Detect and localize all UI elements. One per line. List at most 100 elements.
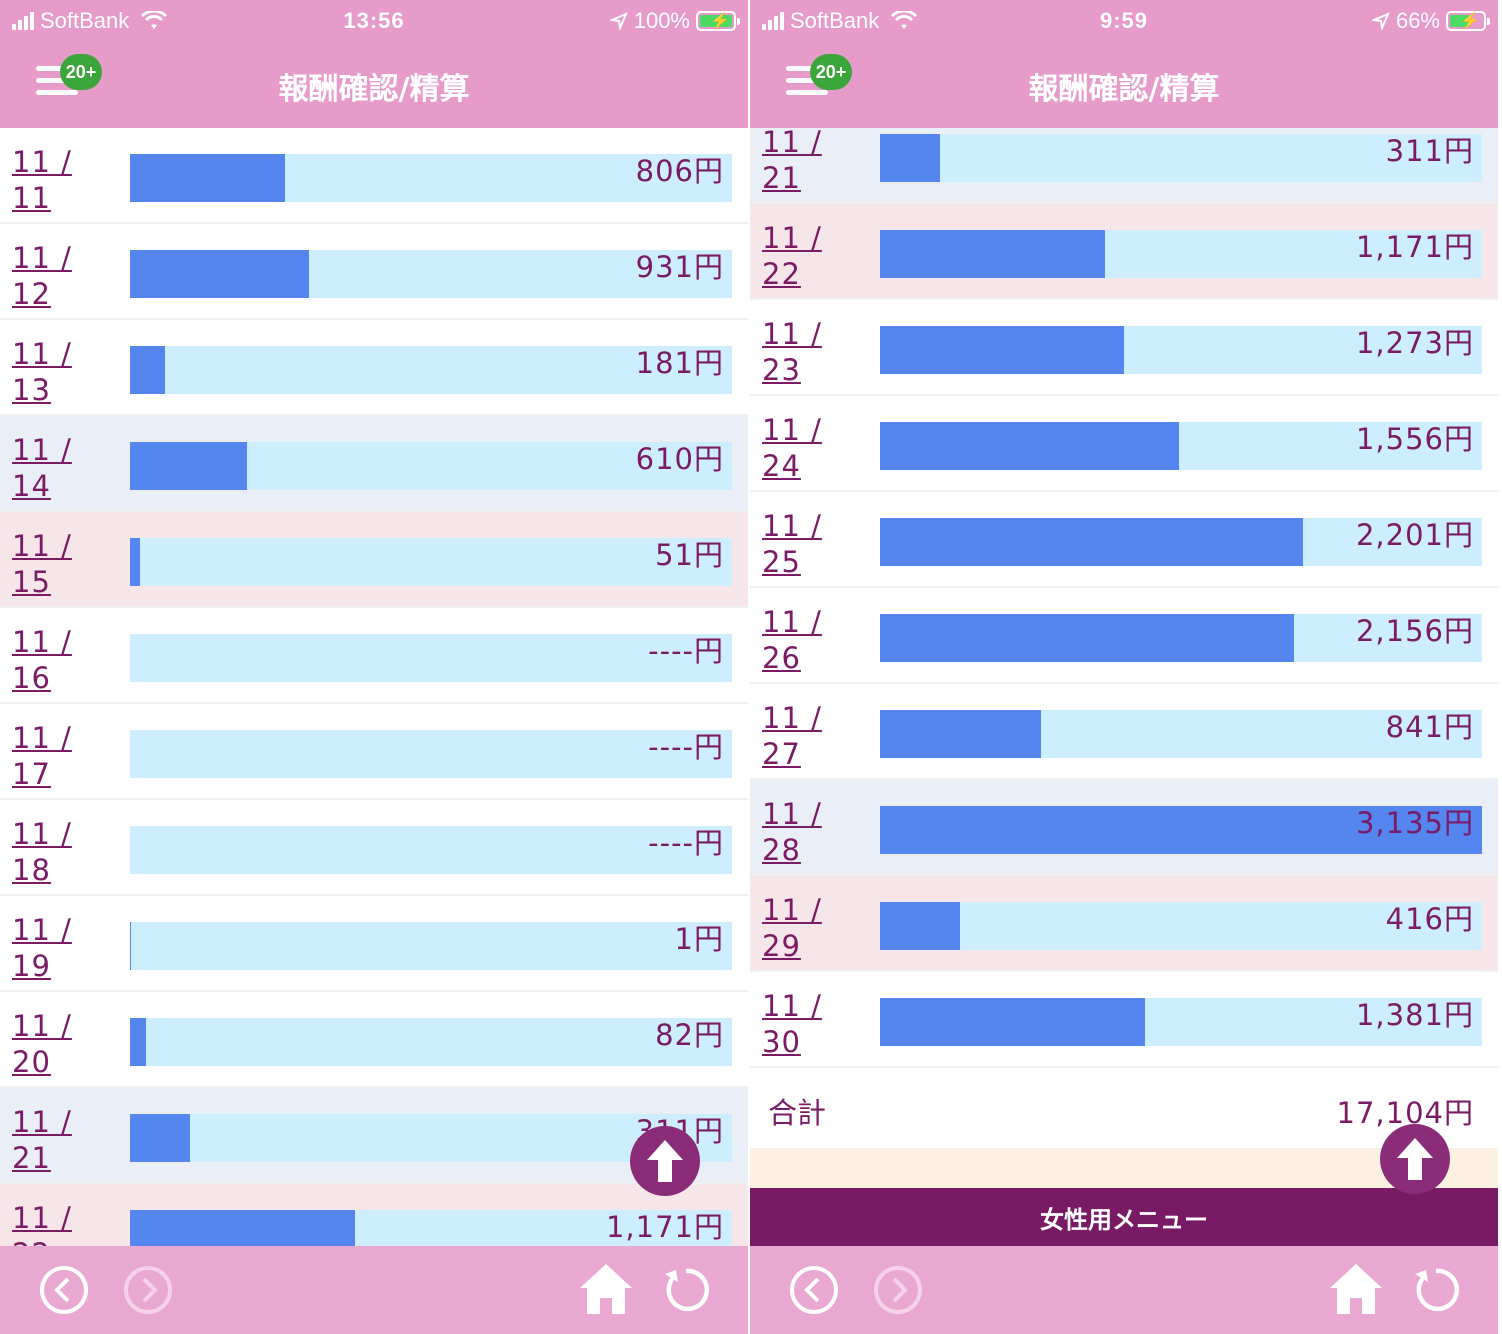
bar-track [880, 326, 1482, 374]
bar-track [880, 422, 1482, 470]
date-month: 11 / [12, 529, 72, 563]
date-link[interactable]: 11 /24 [762, 412, 822, 484]
signal-icon [762, 12, 784, 30]
table-row: 11 /22 1,171円 [750, 204, 1498, 300]
battery-percent: 100% [633, 8, 690, 33]
amount-label: 841円 [1385, 710, 1474, 744]
date-link[interactable]: 11 /12 [12, 240, 72, 312]
date-link[interactable]: 11 /19 [12, 912, 72, 984]
browser-toolbar [750, 1246, 1498, 1334]
date-month: 11 / [12, 913, 72, 947]
table-row: 11 /21 311円 [750, 128, 1498, 204]
date-day: 28 [762, 833, 801, 867]
date-month: 11 / [762, 893, 822, 927]
date-link[interactable]: 11 /25 [762, 508, 822, 580]
table-row: 11 /28 3,135円 [750, 780, 1498, 876]
amount-label: 806円 [635, 154, 724, 188]
earnings-bar [130, 1018, 146, 1066]
earnings-list[interactable]: 11 /11 806円 11 /12 931円 11 /13 181円 11 /14 610円… [0, 128, 748, 1246]
date-day: 21 [762, 161, 801, 195]
bar-track [130, 538, 732, 586]
total-label: 合計 [768, 1096, 827, 1130]
home-icon[interactable] [1326, 1258, 1386, 1318]
bar-track [880, 902, 1482, 950]
date-link[interactable]: 11 /16 [12, 624, 72, 696]
date-link[interactable]: 11 /20 [12, 1008, 72, 1080]
amount-label: 416円 [1385, 902, 1474, 936]
date-link[interactable]: 11 /13 [12, 336, 72, 408]
back-icon[interactable] [38, 1264, 90, 1316]
date-month: 11 / [12, 817, 72, 851]
carrier-group: SoftBank [762, 8, 918, 34]
date-month: 11 / [762, 509, 822, 543]
status-time: 9:59 [1099, 8, 1149, 33]
date-link[interactable]: 11 /21 [12, 1104, 72, 1176]
amount-label: 311円 [1385, 134, 1474, 168]
hamburger-icon[interactable] [786, 66, 828, 102]
wifi-icon [891, 11, 918, 29]
scroll-top-button[interactable] [1380, 1124, 1450, 1194]
date-day: 11 [12, 181, 51, 215]
arrow-up-icon [647, 1140, 683, 1182]
amount-label: 610円 [635, 442, 724, 476]
forward-icon[interactable] [122, 1264, 174, 1316]
location-arrow-icon [1371, 12, 1390, 30]
reload-icon[interactable] [1410, 1264, 1462, 1316]
scroll-top-button[interactable] [630, 1126, 700, 1196]
earnings-bar [130, 442, 248, 490]
amount-label: 1,171円 [1355, 230, 1474, 264]
amount-label: 1,381円 [1355, 998, 1474, 1032]
table-row: 11 /13 181円 [0, 320, 748, 416]
date-link[interactable]: 11 /28 [762, 796, 822, 868]
battery-icon: ⚡ [696, 11, 740, 31]
bar-track [130, 442, 732, 490]
amount-label: 3,135円 [1355, 806, 1474, 840]
bar-track [880, 614, 1482, 662]
reload-icon[interactable] [660, 1264, 712, 1316]
date-link[interactable]: 11 /15 [12, 528, 72, 600]
women-menu-button[interactable]: 女性用メニュー [750, 1188, 1498, 1246]
date-month: 11 / [762, 413, 822, 447]
hamburger-icon[interactable] [36, 66, 78, 102]
bar-track [130, 730, 732, 778]
date-link[interactable]: 11 /18 [12, 816, 72, 888]
amount-label: ----円 [648, 634, 724, 668]
date-link[interactable]: 11 /21 [762, 128, 822, 196]
date-link[interactable]: 11 /29 [762, 892, 822, 964]
amount-label: 51円 [655, 538, 724, 572]
date-month: 11 / [12, 721, 72, 755]
date-link[interactable]: 11 /14 [12, 432, 72, 504]
screen-right: SoftBank 9:59 66% ⚡ 20+ 報酬確認/精算 11 /21 31… [750, 0, 1498, 1334]
date-month: 11 / [12, 433, 72, 467]
date-link[interactable]: 11 /22 [762, 220, 822, 292]
bar-track [130, 826, 732, 874]
table-row: 11 /22 1,171円 [0, 1184, 748, 1246]
date-day: 13 [12, 373, 51, 407]
date-month: 11 / [762, 605, 822, 639]
table-row: 11 /24 1,556円 [750, 396, 1498, 492]
date-link[interactable]: 11 /11 [12, 144, 72, 216]
earnings-bar [130, 346, 165, 394]
bar-track [880, 998, 1482, 1046]
amount-label: 1,171円 [605, 1210, 724, 1244]
table-row: 11 /19 1円 [0, 896, 748, 992]
forward-icon[interactable] [872, 1264, 924, 1316]
earnings-bar [880, 806, 1482, 854]
battery-percent: 66% [1395, 8, 1440, 33]
earnings-list[interactable]: 11 /21 311円 11 /22 1,171円 11 /23 1,273円 11 /24… [750, 128, 1498, 1246]
date-link[interactable]: 11 /22 [12, 1200, 72, 1246]
table-row: 11 /16 ----円 [0, 608, 748, 704]
date-link[interactable]: 11 /26 [762, 604, 822, 676]
home-icon[interactable] [576, 1258, 636, 1318]
date-link[interactable]: 11 /17 [12, 720, 72, 792]
earnings-bar [130, 154, 285, 202]
date-link[interactable]: 11 /27 [762, 700, 822, 772]
back-icon[interactable] [788, 1264, 840, 1316]
date-link[interactable]: 11 /23 [762, 316, 822, 388]
screen-divider [748, 0, 750, 1334]
date-link[interactable]: 11 /30 [762, 988, 822, 1060]
date-day: 16 [12, 661, 51, 695]
date-day: 23 [762, 353, 801, 387]
date-day: 20 [12, 1045, 51, 1079]
amount-label: 1,273円 [1355, 326, 1474, 360]
